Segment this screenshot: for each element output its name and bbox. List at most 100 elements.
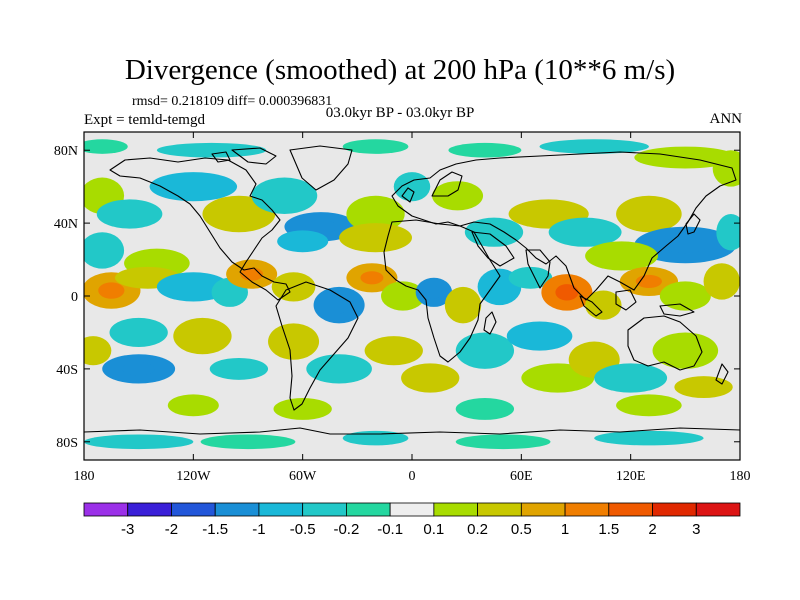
coastlines xyxy=(84,145,740,435)
field-patch xyxy=(652,332,719,369)
colorbar-swatch xyxy=(652,502,697,517)
colorbar-label: -1.5 xyxy=(202,521,228,538)
field-patch xyxy=(156,272,230,302)
field-patch xyxy=(360,271,384,285)
colorbar-label: 1.5 xyxy=(598,521,619,538)
field-patch xyxy=(173,317,232,355)
field-patch xyxy=(122,362,156,376)
field-patch xyxy=(508,266,553,289)
lon-tick-label: 0 xyxy=(409,469,416,484)
lat-tick-label: 80S xyxy=(56,436,78,451)
lat-tick-label: 0 xyxy=(71,290,78,305)
field-patch xyxy=(327,296,351,314)
colorbar-swatch xyxy=(477,502,522,517)
coast-south-america xyxy=(275,281,359,411)
field-patch xyxy=(594,363,668,393)
lon-tick-label: 60W xyxy=(289,469,317,484)
field-patch xyxy=(84,434,194,450)
colorbar-swatch xyxy=(302,502,347,517)
field-patch xyxy=(455,332,515,369)
lon-tick-label: 120E xyxy=(616,469,646,484)
experiment-label: Expt = temld-temgd xyxy=(84,112,205,128)
colorbar-swatch xyxy=(695,502,741,517)
field-patch xyxy=(273,398,332,420)
colorbar: -3 -2 -1.5 -1 -0.5 -0.2 -0.1 0.1 0.2 0.5 1 1.5 2 3 xyxy=(83,502,741,538)
field-patch xyxy=(555,284,579,301)
colorbar-label: 2 xyxy=(648,521,656,538)
coast-greenland xyxy=(289,145,353,191)
field-patch xyxy=(539,139,649,154)
field-patch xyxy=(339,223,412,253)
field-patch xyxy=(304,220,338,234)
colorbar-swatch xyxy=(345,502,391,517)
coast-new-zealand xyxy=(715,363,729,385)
coast-new-guinea xyxy=(659,303,695,317)
colorbar-label: -0.2 xyxy=(333,521,359,538)
field-patch xyxy=(585,290,622,320)
field-patch xyxy=(425,285,443,299)
field-patch xyxy=(444,286,482,324)
field-patch xyxy=(167,394,219,417)
lon-tick-label: 180 xyxy=(74,469,95,484)
field-patch xyxy=(448,142,522,158)
field-patch xyxy=(432,181,484,211)
map-axes: 80N 40N 0 40S 80S 180 120W 60W 0 60E 120E 180 xyxy=(54,132,751,484)
field-patch xyxy=(200,434,296,450)
colorbar-label: 0.1 xyxy=(423,521,444,538)
colorbar-swatch xyxy=(520,502,566,517)
colorbar-swatch xyxy=(433,502,479,517)
colorbar-label: -0.1 xyxy=(377,521,403,538)
field-patch xyxy=(703,263,740,300)
coast-arabia xyxy=(471,231,515,267)
plot-title: Divergence (smoothed) at 200 hPa (10**6 … xyxy=(124,54,676,86)
field-patch xyxy=(251,177,318,214)
coast-borneo xyxy=(615,289,637,311)
divergence-field xyxy=(84,139,740,450)
field-patch xyxy=(84,139,128,154)
colorbar-swatch xyxy=(564,502,610,517)
stats-text: rmsd= 0.218109 diff= 0.000396831 xyxy=(132,94,333,109)
field-patch xyxy=(616,394,682,417)
colorbar-label: -2 xyxy=(165,521,178,538)
lon-tick-label: 180 xyxy=(730,469,751,484)
lon-tick-label: 60E xyxy=(510,469,533,484)
field-patch xyxy=(585,241,658,271)
field-patch xyxy=(464,217,524,247)
coast-eurasia xyxy=(391,151,737,301)
coast-australia xyxy=(627,315,703,371)
field-patch xyxy=(342,139,409,154)
colorbar-swatch xyxy=(171,502,216,517)
coast-antarctica xyxy=(84,427,740,435)
field-patch xyxy=(306,354,372,384)
colorbar-swatch xyxy=(83,502,129,517)
colorbar-swatch xyxy=(389,502,435,517)
colorbar-label: 3 xyxy=(692,521,700,538)
field-patch xyxy=(268,323,320,360)
coast-india xyxy=(525,249,551,289)
coast-north-america xyxy=(109,157,291,301)
field-patch xyxy=(616,195,682,233)
season-label: ANN xyxy=(709,111,743,127)
coast-japan xyxy=(685,213,701,235)
field-patch xyxy=(662,236,709,254)
colorbar-swatch xyxy=(608,502,653,517)
field-patch xyxy=(84,232,125,269)
colorbar-swatch xyxy=(214,502,260,517)
field-patch xyxy=(506,321,573,351)
lat-tick-label: 40N xyxy=(54,217,78,232)
coast-scandinavia xyxy=(431,171,463,197)
coast-madagascar xyxy=(483,311,497,335)
field-patch xyxy=(659,281,711,311)
coast-uk xyxy=(401,187,415,203)
colorbar-label: 0.5 xyxy=(511,521,532,538)
lon-tick-label: 120W xyxy=(176,469,211,484)
field-patch xyxy=(716,214,740,251)
field-patch xyxy=(98,282,125,299)
lat-tick-label: 80N xyxy=(54,144,78,159)
coast-canadian-archipelago xyxy=(211,147,277,165)
lat-tick-label: 40S xyxy=(56,363,78,378)
colorbar-label: -1 xyxy=(252,521,265,538)
field-patch xyxy=(455,434,551,450)
field-patch xyxy=(364,336,423,366)
colorbar-swatch xyxy=(258,502,304,517)
